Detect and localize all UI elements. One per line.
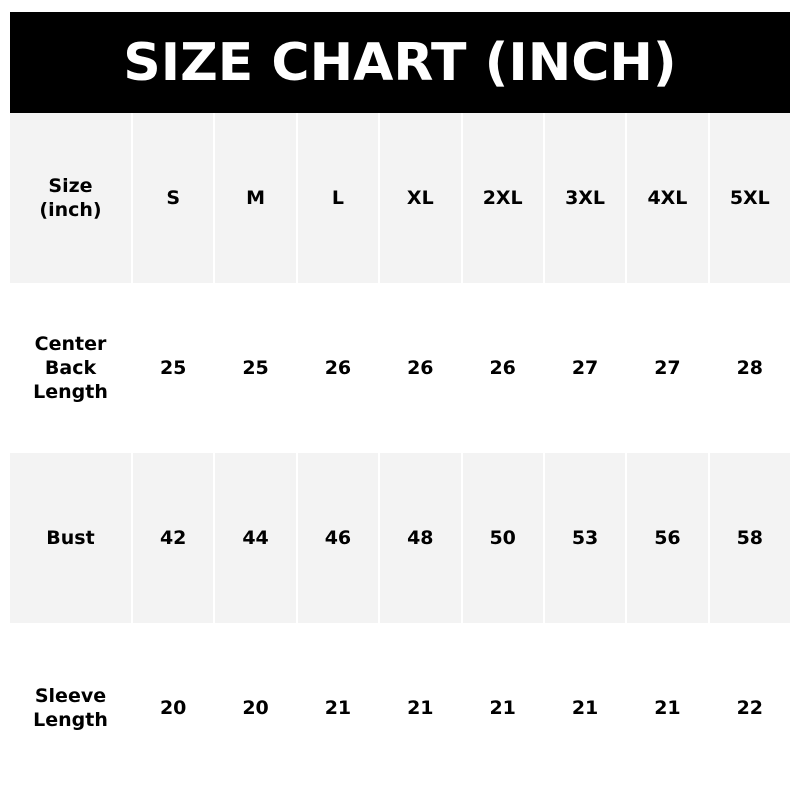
table-cell: 27: [571, 357, 599, 379]
page-title: SIZE CHART (INCH): [10, 12, 790, 113]
row-label: Bust: [10, 453, 131, 623]
table-cell: 26: [489, 357, 516, 379]
header-size-5XL: 5XL: [709, 113, 790, 283]
table-cell: 21: [324, 697, 352, 719]
table-cell: 50: [462, 453, 543, 623]
table-cell: 22: [736, 697, 764, 719]
row-label: Center Back Length: [33, 333, 108, 403]
table-cell: 46: [297, 453, 379, 623]
header-size-S: S: [133, 113, 214, 283]
header-size-M: M: [215, 113, 296, 283]
table-cell: 25: [159, 357, 187, 379]
header-size-3XL: 3XL: [544, 113, 626, 283]
table-cell: 21: [571, 697, 599, 719]
table-cell: 21: [407, 697, 434, 719]
table-cell: 48: [380, 453, 461, 623]
table-cell: 26: [407, 357, 434, 379]
table-cell: 25: [242, 357, 269, 379]
table-cell: 58: [709, 453, 790, 623]
table-cell: 21: [489, 697, 516, 719]
table-cell: 20: [242, 697, 269, 719]
table-cell: 53: [544, 453, 626, 623]
table-cell: 44: [215, 453, 296, 623]
table-cell: 21: [654, 697, 681, 719]
header-size-4XL: 4XL: [627, 113, 708, 283]
header-size-2XL: 2XL: [462, 113, 543, 283]
header-size-label: Size (inch): [10, 113, 131, 283]
table-cell: 27: [654, 357, 681, 379]
table-cell: 28: [736, 357, 764, 379]
table-cell: 26: [324, 357, 352, 379]
header-size-L: L: [297, 113, 379, 283]
header-size-XL: XL: [380, 113, 461, 283]
row-label: Sleeve Length: [33, 685, 108, 731]
table-cell: 42: [133, 453, 214, 623]
size-table: Size (inch) S M L XL 2XL 3XL 4XL 5XL Center Back …: [10, 113, 790, 793]
table-cell: 20: [159, 697, 187, 719]
table-cell: 56: [627, 453, 708, 623]
